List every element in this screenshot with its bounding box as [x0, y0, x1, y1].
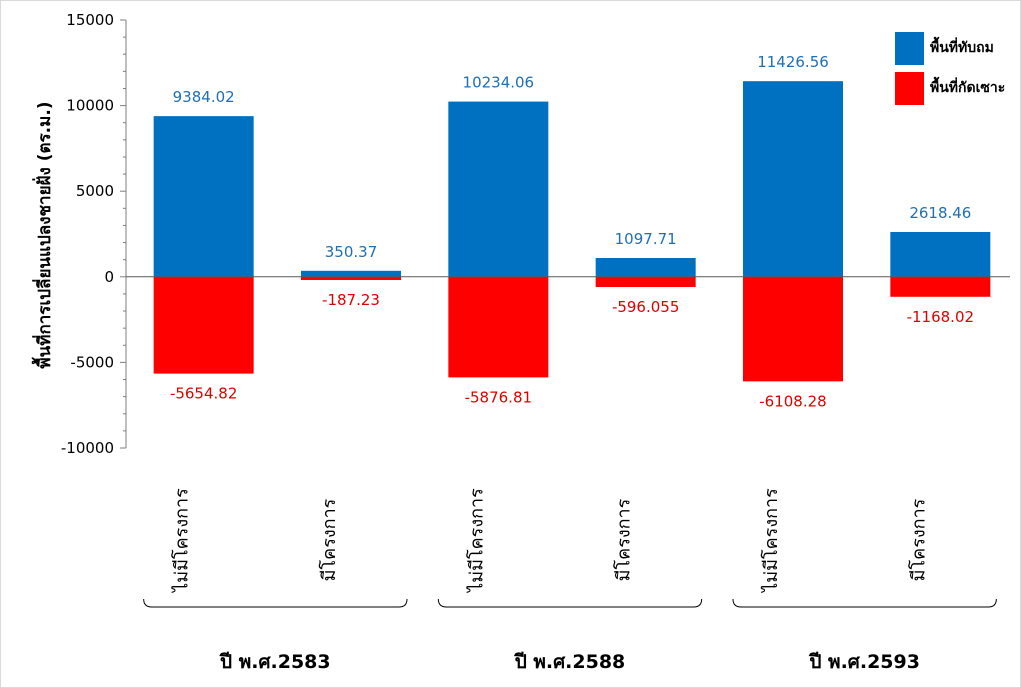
y-tick-label: -5000: [70, 353, 114, 371]
legend-swatch-1: [895, 72, 924, 105]
erosion-bar-3: [595, 276, 696, 288]
group-bracket-1: [437, 598, 703, 608]
category-label-2: ไม่มีโครงการ: [465, 488, 487, 594]
y-tick-label: 10000: [66, 97, 114, 115]
category-labels: ไม่มีโครงการ มีโครงการ ไม่มีโครงการ มีโครงก…: [171, 488, 930, 594]
group-label-0: ปี พ.ศ.2583: [219, 651, 330, 673]
deposition-value-label-5: 2618.46: [909, 204, 971, 222]
y-tick-label: -10000: [61, 439, 114, 457]
deposition-value-label-1: 350.37: [325, 243, 378, 261]
erosion-value-label-2: -5876.81: [465, 388, 532, 406]
bars: [153, 81, 991, 382]
group-brackets: ปี พ.ศ.2583 ปี พ.ศ.2588 ปี พ.ศ.2593: [143, 598, 997, 673]
y-axis-label: พื้นที่การเปลี่ยนแปลงชายฝั่ง (ตร.ม.): [31, 101, 55, 368]
category-label-1: มีโครงการ: [318, 498, 340, 581]
erosion-value-label-0: -5654.82: [170, 385, 237, 403]
deposition-value-label-3: 1097.71: [615, 230, 677, 248]
deposition-value-label-4: 11426.56: [757, 53, 829, 71]
deposition-bar-0: [153, 116, 254, 277]
y-tick-label: 0: [104, 268, 114, 286]
deposition-bar-5: [890, 231, 991, 277]
deposition-bar-3: [595, 258, 696, 277]
group-bracket-2: [732, 598, 997, 608]
category-label-4: ไม่มีโครงการ: [760, 488, 782, 594]
deposition-bar-1: [301, 270, 401, 277]
deposition-bar-2: [448, 101, 549, 277]
deposition-value-label-2: 10234.06: [463, 74, 535, 92]
legend-label-0: พื้นที่ทับถม: [930, 36, 994, 56]
legend-label-1: พื้นที่กัดเซาะ: [930, 76, 1005, 96]
erosion-bar-0: [153, 276, 254, 374]
erosion-bar-4: [743, 276, 843, 382]
y-tick-label: 5000: [76, 182, 114, 200]
deposition-value-label-0: 9384.02: [173, 88, 235, 106]
category-label-5: มีโครงการ: [907, 498, 929, 581]
erosion-bar-1: [301, 276, 401, 281]
group-label-1: ปี พ.ศ.2588: [514, 651, 625, 673]
erosion-bar-5: [890, 276, 991, 297]
erosion-value-label-5: -1168.02: [907, 308, 974, 326]
erosion-value-label-1: -187.23: [322, 291, 380, 309]
erosion-value-label-4: -6108.28: [759, 392, 826, 410]
y-tick-label: 15000: [66, 11, 114, 29]
group-bracket-0: [143, 598, 408, 608]
erosion-value-label-3: -596.055: [612, 298, 679, 316]
deposition-bar-4: [743, 81, 843, 277]
category-label-0: ไม่มีโครงการ: [171, 488, 193, 594]
value-labels: 9384.02 350.37 10234.06 1097.71 11426.56 2618…: [170, 53, 974, 410]
erosion-bar-2: [448, 276, 549, 378]
y-axis: 15000 10000 5000 0 -5000 -10000: [61, 11, 127, 457]
legend-swatch-0: [895, 32, 924, 65]
category-label-3: มีโครงการ: [613, 498, 635, 581]
group-label-2: ปี พ.ศ.2593: [809, 651, 920, 673]
